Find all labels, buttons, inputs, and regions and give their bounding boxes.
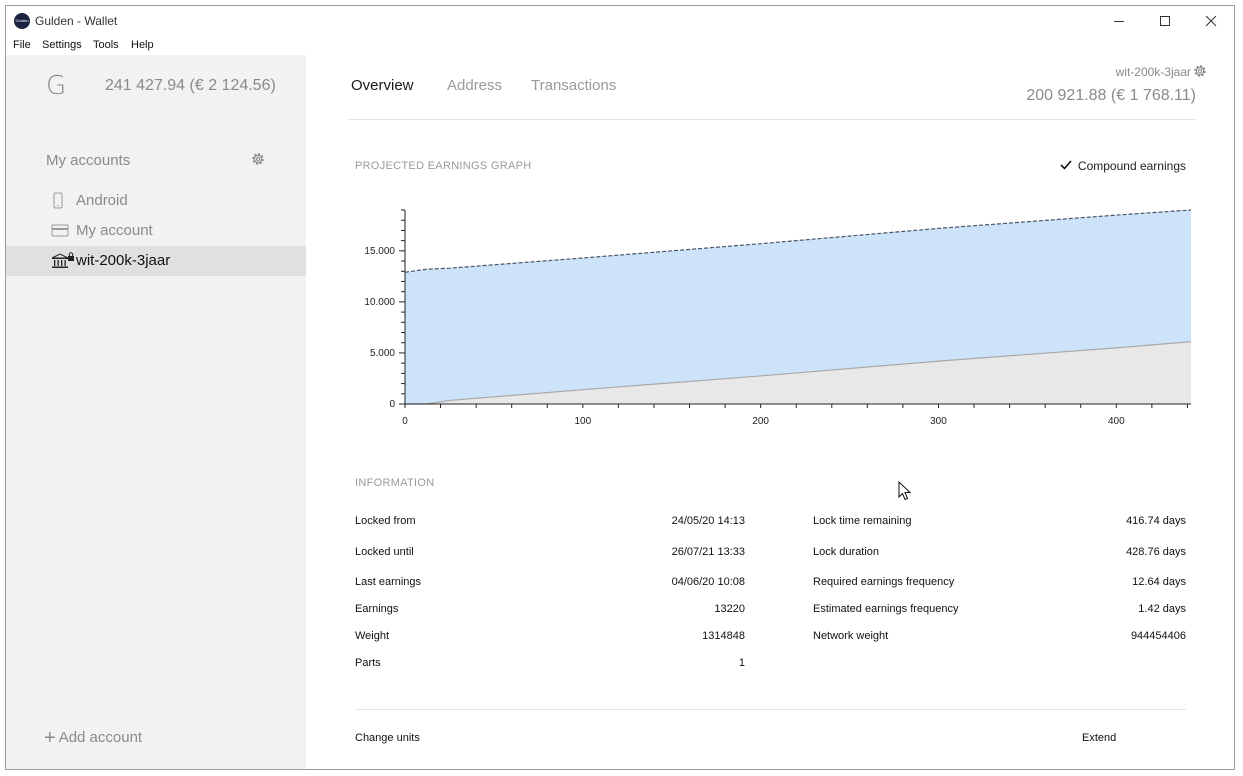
accounts-heading: My accounts: [46, 152, 131, 169]
maximize-button[interactable]: [1142, 6, 1188, 36]
tab-overview[interactable]: Overview: [351, 77, 414, 94]
tab-address[interactable]: Address: [447, 77, 503, 94]
information-title: INFORMATION: [355, 477, 435, 489]
phone-icon: [51, 192, 65, 215]
change-units-button[interactable]: Change units: [355, 732, 420, 744]
bank-lock-icon: [51, 252, 75, 275]
account-name: wit-200k-3jaar: [1115, 65, 1191, 79]
x-tick-label: 200: [752, 416, 769, 427]
info-value: 944454406: [1130, 630, 1186, 642]
main-panel: Overview Address Transactions wit-200k-3…: [306, 55, 1234, 769]
info-label: Last earnings: [355, 576, 422, 588]
info-label: Locked until: [355, 546, 414, 558]
info-value: 24/05/20 14:13: [671, 515, 745, 527]
sidebar-item-label: Android: [76, 192, 128, 209]
total-balance: 241 427.94 (€ 2 124.56): [105, 77, 276, 94]
x-tick-label: 0: [402, 416, 408, 427]
info-value: 428.76 days: [1126, 546, 1186, 558]
y-tick-label: 15.000: [364, 246, 395, 257]
maximize-icon: [1160, 16, 1170, 26]
info-label: Parts: [355, 657, 381, 669]
info-label: Estimated earnings frequency: [813, 603, 959, 615]
x-tick-label: 300: [930, 416, 947, 427]
info-value: 1: [738, 657, 745, 669]
sidebar-item-wit-200k-3jaar[interactable]: wit-200k-3jaar: [6, 246, 306, 276]
info-value: 04/06/20 10:08: [671, 576, 745, 588]
mouse-cursor-icon: [898, 480, 912, 506]
close-button[interactable]: [1188, 6, 1234, 36]
info-label: Required earnings frequency: [813, 576, 955, 588]
graph-title: PROJECTED EARNINGS GRAPH: [355, 160, 532, 172]
card-icon: [51, 222, 69, 245]
info-value: 1314848: [702, 630, 745, 642]
x-tick-label: 100: [574, 416, 591, 427]
window-title: Gulden - Wallet: [35, 14, 118, 28]
info-label: Earnings: [355, 603, 399, 615]
info-value: 1.42 days: [1138, 603, 1186, 615]
plus-icon: +: [44, 727, 56, 749]
tab-transactions[interactable]: Transactions: [531, 77, 617, 94]
y-tick-label: 10.000: [364, 297, 395, 308]
app-window: Gulden Gulden - Wallet File Settings Too…: [5, 5, 1235, 770]
app-logo-icon: Gulden: [14, 13, 30, 29]
info-value: 26/07/21 13:33: [671, 546, 745, 558]
gear-icon: [252, 153, 264, 165]
minimize-button[interactable]: [1096, 6, 1142, 36]
sidebar-item-android[interactable]: Android: [6, 186, 306, 216]
account-settings-button[interactable]: [1192, 63, 1208, 84]
info-value: 12.64 days: [1132, 576, 1186, 588]
extend-button[interactable]: Extend: [1082, 732, 1117, 744]
info-label: Lock time remaining: [813, 515, 912, 527]
y-tick-label: 0: [389, 399, 395, 410]
compound-earnings-checkbox[interactable]: Compound earnings: [1060, 159, 1186, 173]
title-bar[interactable]: Gulden Gulden - Wallet: [6, 6, 1234, 36]
y-tick-label: 5.000: [370, 348, 395, 359]
projected-earnings-chart: 0 5.000 10.000 15.000 0 100 200 300 400: [364, 209, 1192, 427]
add-account-label: Add account: [58, 729, 143, 746]
x-tick-label: 400: [1108, 416, 1125, 427]
menu-settings[interactable]: Settings: [42, 39, 82, 51]
menu-bar: File Settings Tools Help: [6, 36, 1234, 55]
sidebar: G 241 427.94 (€ 2 124.56) My accounts An…: [6, 55, 306, 769]
info-value: 416.74 days: [1126, 515, 1186, 527]
menu-tools[interactable]: Tools: [93, 39, 119, 51]
menu-help[interactable]: Help: [131, 39, 154, 51]
info-label: Network weight: [813, 630, 889, 642]
base-earnings-line: [405, 341, 1192, 405]
sidebar-item-label: wit-200k-3jaar: [76, 252, 171, 269]
compound-earnings-label: Compound earnings: [1077, 159, 1186, 173]
account-balance: 200 921.88 (€ 1 768.11): [1026, 87, 1196, 104]
info-label: Lock duration: [813, 546, 880, 558]
menu-file[interactable]: File: [13, 39, 31, 51]
tab-divider: [348, 119, 1196, 120]
gulden-logo: G: [46, 71, 67, 101]
close-icon: [1205, 15, 1217, 27]
add-account-button[interactable]: + Add account: [44, 727, 142, 750]
compound-earnings-line: [404, 209, 1192, 273]
sidebar-item-my-account[interactable]: My account: [6, 216, 306, 246]
accounts-settings-button[interactable]: [250, 151, 266, 172]
sidebar-item-label: My account: [76, 222, 153, 239]
info-label: Locked from: [355, 515, 416, 527]
minimize-icon: [1114, 20, 1124, 22]
info-label: Weight: [355, 630, 390, 642]
checkmark-icon: [1060, 159, 1072, 173]
gear-icon: [1194, 65, 1206, 77]
footer-divider: [355, 709, 1186, 710]
compound-earnings-area: [405, 210, 1191, 404]
info-value: 13220: [714, 603, 745, 615]
